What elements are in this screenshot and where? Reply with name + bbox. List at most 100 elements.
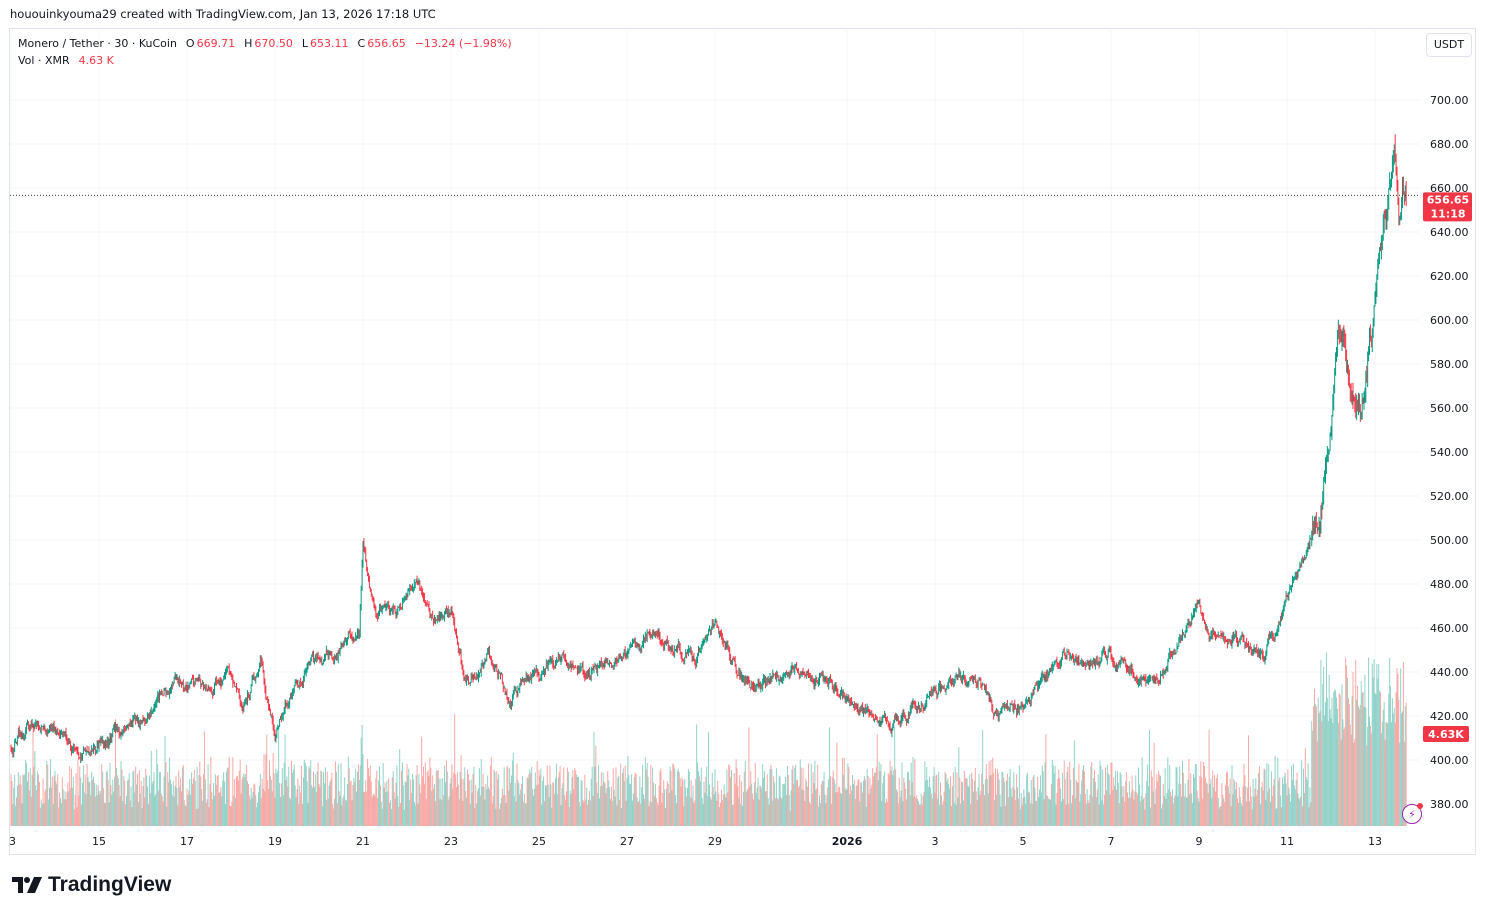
volume-bar <box>339 796 341 826</box>
volume-bar <box>943 791 945 826</box>
volume-bar <box>678 772 680 826</box>
volume-bar <box>1096 789 1098 826</box>
volume-bar <box>435 770 437 826</box>
volume-bar <box>1076 781 1078 826</box>
volume-bar <box>837 792 839 826</box>
volume-bar <box>1181 796 1183 826</box>
volume-bar <box>178 770 180 826</box>
volume-bar <box>427 770 429 826</box>
volume-bar <box>1281 807 1282 826</box>
volume-bar <box>833 779 835 826</box>
volume-bar <box>857 779 859 826</box>
volume-bar <box>458 799 460 826</box>
volume-bar <box>989 775 991 826</box>
volume-bar <box>30 796 32 826</box>
volume-bar <box>859 801 861 826</box>
volume-bar <box>236 775 238 826</box>
volume-bar <box>740 804 742 826</box>
volume-bar <box>908 779 910 826</box>
volume-bar <box>432 775 434 826</box>
volume-bar <box>291 772 293 826</box>
volume-bar <box>441 799 443 826</box>
volume-bar <box>1284 772 1286 826</box>
volume-bar <box>874 772 875 826</box>
volume-bar <box>378 780 380 826</box>
volume-bar <box>1358 708 1360 826</box>
volume-bar <box>783 784 785 826</box>
volume-bar <box>122 801 124 826</box>
volume-bar <box>552 782 554 826</box>
time-tick-label: 29 <box>708 835 722 848</box>
volume-bar <box>996 768 998 826</box>
volume-bar <box>1171 789 1173 826</box>
symbol-title[interactable]: Monero / Tether · 30 · KuCoin <box>18 37 177 50</box>
volume-bar <box>1230 806 1232 826</box>
volume-bar <box>225 804 226 826</box>
volume-bar <box>1119 771 1121 826</box>
volume-bar <box>1147 764 1149 826</box>
lightning-icon[interactable]: ⚡ <box>1402 803 1423 824</box>
volume-bar <box>689 796 691 826</box>
volume-bar <box>1136 792 1138 826</box>
volume-title[interactable]: Vol · XMR <box>18 54 70 67</box>
volume-bar <box>1061 772 1063 826</box>
volume-bar <box>1223 798 1225 826</box>
volume-bar <box>811 793 813 826</box>
tradingview-logo[interactable]: TradingView <box>12 873 171 897</box>
volume-bar <box>592 795 594 826</box>
volume-bar <box>1361 692 1363 826</box>
volume-bar <box>602 772 604 826</box>
volume-bar <box>1206 783 1208 826</box>
volume-bar <box>229 805 231 826</box>
volume-bar <box>1396 668 1398 826</box>
price-tick-label: 620.00 <box>1430 270 1469 283</box>
volume-bar <box>1245 786 1247 826</box>
currency-button[interactable]: USDT <box>1426 33 1472 57</box>
volume-bar <box>539 775 541 826</box>
volume-bar <box>1161 804 1163 826</box>
volume-bar <box>771 769 773 826</box>
volume-bar <box>498 773 500 826</box>
volume-bar <box>482 773 484 826</box>
volume-bar <box>863 776 865 826</box>
volume-bar <box>1061 801 1062 826</box>
volume-bar <box>684 778 686 826</box>
volume-bar <box>493 769 495 826</box>
volume-bar <box>1112 790 1114 826</box>
volume-bar <box>225 771 227 826</box>
volume-bar <box>907 772 908 826</box>
volume-bar <box>1325 702 1326 826</box>
volume-bar <box>1209 784 1211 826</box>
volume-bar <box>807 786 809 826</box>
price-tick-label: 580.00 <box>1430 358 1469 371</box>
volume-bar <box>1014 789 1016 826</box>
volume-bar <box>982 730 984 826</box>
volume-bar <box>568 806 570 826</box>
volume-bar <box>437 770 439 826</box>
volume-bar <box>1191 793 1193 826</box>
volume-bar <box>232 757 234 826</box>
volume-bar <box>1033 774 1035 826</box>
volume-bar <box>929 776 930 826</box>
volume-bar <box>885 798 887 826</box>
volume-bar <box>226 767 228 826</box>
volume-bar <box>357 764 359 826</box>
volume-bar <box>803 790 805 826</box>
volume-bar <box>256 807 258 826</box>
volume-bar <box>919 804 921 826</box>
time-tick-label: 21 <box>356 835 370 848</box>
volume-bar <box>287 786 289 826</box>
volume-bar <box>683 805 685 826</box>
volume-bar <box>956 772 958 826</box>
volume-bar <box>1355 659 1357 826</box>
volume-bar <box>203 774 204 826</box>
volume-bar <box>1095 797 1097 826</box>
volume-bar <box>324 767 326 826</box>
volume-bar <box>91 771 93 826</box>
volume-bar <box>580 779 582 826</box>
volume-bar <box>411 792 413 826</box>
volume-bar <box>852 774 853 826</box>
volume-bar <box>379 766 380 826</box>
volume-bar <box>1248 735 1249 826</box>
